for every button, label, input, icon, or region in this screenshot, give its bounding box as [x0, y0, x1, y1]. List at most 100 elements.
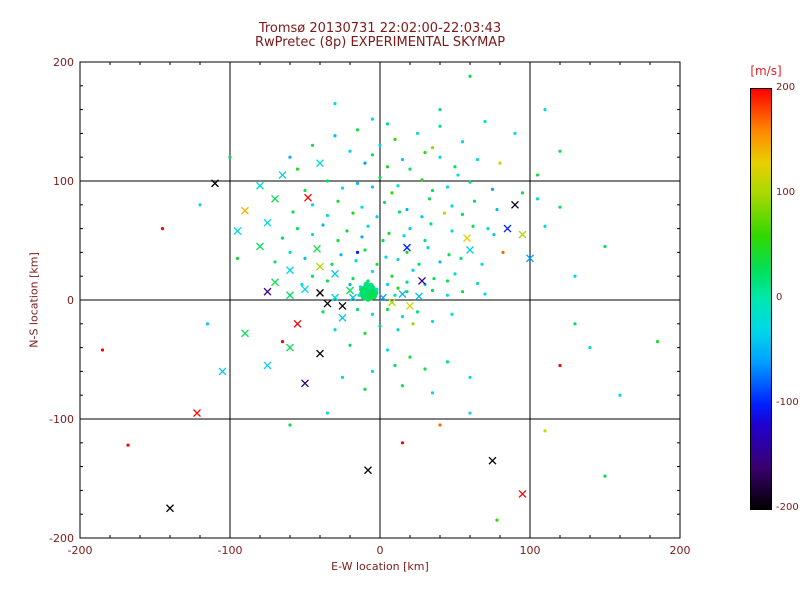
data-point	[393, 363, 397, 368]
data-point-cross	[418, 277, 426, 285]
data-point	[483, 292, 487, 296]
data-point-cross	[256, 242, 264, 251]
data-point	[385, 165, 390, 169]
data-point-cross	[415, 292, 423, 301]
data-point	[427, 197, 432, 201]
data-point	[366, 224, 370, 228]
data-point	[393, 293, 397, 297]
data-point	[363, 331, 367, 335]
data-point	[400, 315, 405, 319]
data-point	[429, 222, 433, 226]
data-point	[438, 423, 442, 427]
data-point	[360, 289, 367, 296]
data-point	[310, 203, 315, 207]
data-point	[348, 149, 352, 153]
data-point-cross	[338, 313, 347, 322]
data-point	[288, 423, 292, 427]
data-point	[303, 256, 307, 260]
colorbar-tick-label: -200	[776, 502, 799, 513]
data-point	[310, 232, 315, 237]
data-point	[382, 200, 387, 205]
data-point-cross	[301, 379, 309, 388]
data-point-cross	[193, 409, 201, 418]
data-point-cross	[349, 293, 357, 302]
colorbar-tick-label: 100	[776, 187, 796, 198]
y-tick-label: -100	[49, 413, 74, 426]
data-point-cross	[316, 262, 324, 271]
data-point	[378, 324, 382, 328]
data-point	[468, 180, 472, 184]
colorbar-gradient	[751, 89, 771, 509]
data-point	[573, 274, 577, 278]
data-point-cross	[241, 206, 249, 215]
data-point	[495, 207, 499, 212]
data-point	[423, 238, 427, 243]
data-point	[426, 246, 430, 250]
data-point	[618, 393, 622, 397]
data-point	[430, 188, 435, 193]
data-point	[368, 291, 374, 298]
data-point	[400, 157, 405, 162]
data-point	[378, 175, 382, 180]
data-point	[363, 248, 367, 252]
data-point	[430, 391, 435, 395]
data-point	[321, 310, 325, 314]
data-point	[363, 387, 367, 391]
data-point-cross	[526, 254, 534, 263]
data-point	[483, 119, 487, 124]
data-point-cross	[503, 224, 512, 233]
data-point	[420, 178, 424, 182]
data-point	[126, 443, 130, 447]
data-point	[438, 108, 442, 112]
data-point	[355, 250, 360, 254]
data-point-cross	[278, 171, 287, 180]
data-point-cross	[256, 181, 264, 190]
data-point	[408, 167, 412, 171]
data-point	[468, 375, 472, 379]
data-point	[288, 250, 292, 254]
data-point	[468, 74, 472, 78]
data-point	[370, 153, 375, 157]
colorbar-tick-label: 200	[776, 82, 796, 93]
data-point	[330, 262, 334, 266]
data-point	[385, 122, 390, 126]
data-point	[370, 117, 375, 121]
data-point	[445, 279, 450, 283]
data-point-cross	[313, 244, 321, 253]
data-point	[420, 215, 424, 219]
data-point-cross	[271, 278, 279, 287]
data-point	[354, 259, 358, 263]
data-point	[363, 161, 367, 165]
data-point	[340, 375, 345, 379]
data-point	[370, 269, 375, 274]
data-point	[396, 328, 400, 332]
data-point	[405, 207, 409, 212]
data-point	[408, 227, 412, 231]
data-point	[396, 257, 400, 262]
data-point	[390, 274, 394, 278]
data-point-cross	[518, 490, 527, 498]
data-point	[385, 307, 390, 312]
data-point	[453, 165, 457, 169]
data-point	[472, 199, 477, 203]
data-point	[325, 411, 330, 415]
data-point	[423, 367, 427, 371]
data-point-cross	[398, 290, 407, 299]
data-point	[456, 173, 460, 177]
data-point	[378, 143, 382, 147]
data-point	[325, 213, 330, 218]
data-point-cross	[263, 361, 272, 370]
data-point	[405, 250, 409, 254]
data-point	[486, 227, 490, 231]
data-point-cross	[364, 466, 372, 475]
data-point	[310, 143, 315, 147]
data-point-cross	[346, 286, 354, 295]
data-point-cross	[166, 504, 174, 513]
plot-title-line1: Tromsø 20130731 22:02:00-22:03:43	[258, 21, 502, 36]
colorbar-tick-label: 0	[776, 292, 783, 303]
data-point-cross	[301, 285, 309, 294]
data-point	[345, 229, 349, 233]
data-point	[366, 279, 370, 283]
data-point	[325, 279, 330, 283]
